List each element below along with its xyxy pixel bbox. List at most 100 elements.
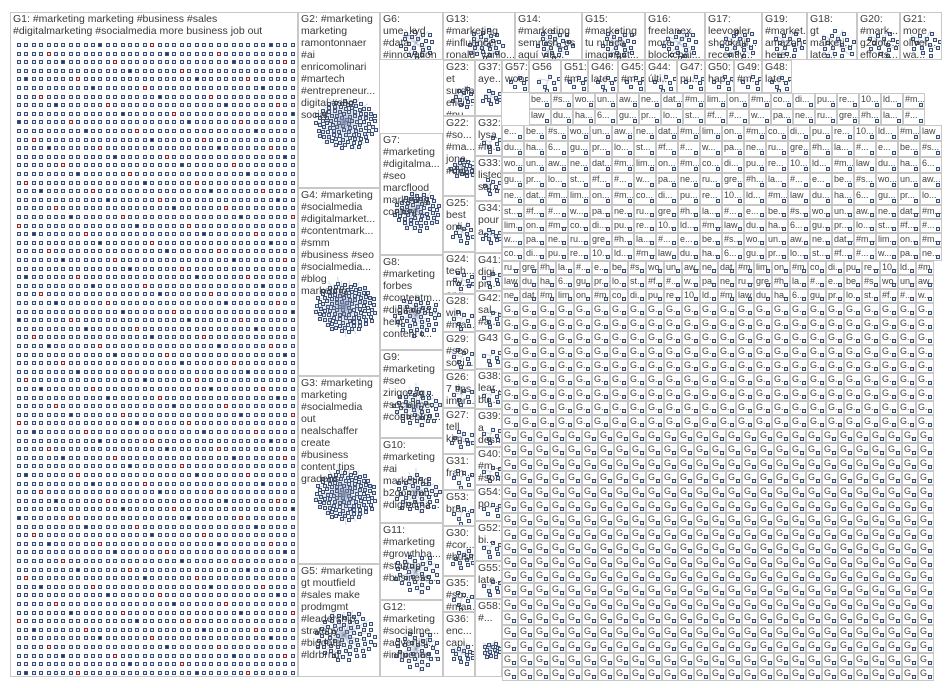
group-g17[interactable]: G17: leevogler shockajil... recently... — [705, 12, 762, 60]
small-group[interactable]: #m... — [612, 189, 634, 205]
small-group[interactable]: un... — [898, 173, 920, 189]
small-group[interactable]: dat... — [590, 157, 612, 173]
group-g58[interactable]: G58: #... — [475, 599, 502, 677]
small-group[interactable]: gu... — [568, 141, 590, 157]
small-group[interactable]: dat... — [524, 189, 546, 205]
small-group[interactable]: ne... — [612, 205, 634, 219]
small-group[interactable]: w... — [749, 109, 771, 125]
small-group[interactable]: gu... — [876, 189, 898, 205]
small-group[interactable]: w... — [634, 173, 656, 189]
small-group[interactable]: #m... — [678, 125, 700, 141]
small-group[interactable]: ne... — [568, 157, 590, 173]
small-group[interactable]: gre... — [788, 141, 810, 157]
group-g13[interactable]: G13: #marketing #influencer ronald_vanlo… — [443, 12, 515, 60]
small-group[interactable]: st... — [634, 141, 656, 157]
small-group[interactable]: 6... — [920, 157, 942, 173]
small-group[interactable]: #s... — [551, 93, 573, 109]
small-group[interactable]: ha... — [832, 189, 854, 205]
group-g10[interactable]: G10: #marketing #ai marketing b2gommu...… — [380, 438, 443, 523]
group-g48[interactable]: G48: late... — [762, 60, 792, 93]
small-group[interactable]: un... — [590, 125, 612, 141]
small-group[interactable]: gu... — [617, 109, 639, 125]
group-g5[interactable]: G5: #marketing gt moutfield #sales make … — [298, 564, 380, 677]
group-g49[interactable]: G49: #m... — [734, 60, 762, 93]
small-group[interactable]: la... — [766, 173, 788, 189]
small-group[interactable]: aw... — [920, 173, 942, 189]
small-group[interactable]: co... — [634, 189, 656, 205]
group-g27[interactable]: G27: tell kim... — [443, 408, 475, 454]
small-group[interactable]: #m... — [683, 93, 705, 109]
small-group[interactable]: be... — [832, 173, 854, 189]
small-group[interactable]: co... — [771, 93, 793, 109]
small-group[interactable]: ha... — [524, 141, 546, 157]
small-group[interactable]: un... — [595, 93, 617, 109]
small-group[interactable]: on... — [727, 93, 749, 109]
group-g12[interactable]: G12: #marketing #socialme... #advertisi.… — [380, 600, 443, 677]
small-group[interactable]: lim... — [705, 93, 727, 109]
small-group[interactable]: du... — [502, 141, 524, 157]
group-g15[interactable]: G15: #marketing tu nunca imaginast... — [582, 12, 645, 60]
small-group[interactable]: wo... — [876, 173, 898, 189]
small-group[interactable]: re... — [700, 189, 722, 205]
group-g53[interactable]: G53: bra... — [443, 490, 475, 526]
small-group[interactable]: ld... — [744, 189, 766, 205]
group-g41[interactable]: G41: digi... pr... — [475, 253, 502, 291]
group-g23[interactable]: G23: et surdia efici... #pu... — [443, 60, 475, 116]
group-g55[interactable]: G55: late... — [475, 561, 502, 599]
small-group[interactable]: dat... — [661, 93, 683, 109]
group-g43[interactable]: G43 — [475, 331, 502, 369]
group-g56[interactable]: G56 — [529, 60, 561, 93]
small-group[interactable]: #s... — [854, 173, 876, 189]
small-group[interactable]: #... — [727, 109, 749, 125]
small-group[interactable]: w... — [700, 141, 722, 157]
small-group[interactable]: lo... — [612, 141, 634, 157]
small-group[interactable]: re... — [832, 125, 854, 141]
small-group[interactable]: pr... — [590, 141, 612, 157]
small-group[interactable]: ne... — [793, 109, 815, 125]
small-group[interactable]: pu... — [810, 125, 832, 141]
small-group[interactable]: pa... — [590, 205, 612, 219]
group-g57[interactable]: G57: woo... — [502, 60, 529, 93]
small-group[interactable]: lo... — [661, 109, 683, 125]
small-group[interactable]: du... — [876, 157, 898, 173]
small-group[interactable]: dat... — [656, 125, 678, 141]
small-group[interactable]: 10... — [722, 189, 744, 205]
small-group[interactable]: pu... — [815, 93, 837, 109]
small-group[interactable]: gre... — [837, 109, 859, 125]
small-group[interactable]: di... — [788, 125, 810, 141]
small-group[interactable]: ne... — [639, 93, 661, 109]
small-group[interactable]: pa... — [656, 173, 678, 189]
small-group[interactable]: wo... — [502, 157, 524, 173]
small-group[interactable]: lim... — [634, 157, 656, 173]
group-g30[interactable]: G30: #cor... #business... — [443, 526, 475, 576]
group-g33[interactable]: G33: listed sat... — [475, 156, 502, 201]
small-group[interactable]: ha... — [898, 157, 920, 173]
small-group[interactable]: #... — [854, 141, 876, 157]
small-group[interactable]: re... — [837, 93, 859, 109]
small-group[interactable]: on... — [656, 157, 678, 173]
group-g47[interactable]: G47: pu... — [677, 60, 705, 93]
small-group[interactable]: du... — [810, 189, 832, 205]
group-g22[interactable]: G22: #so... #ma... jona... #dig... — [443, 116, 475, 196]
small-group[interactable]: 6... — [595, 109, 617, 125]
small-group[interactable]: #s... — [920, 141, 942, 157]
group-g31[interactable]: G31: fran... — [443, 454, 475, 490]
small-group[interactable]: #m... — [898, 125, 920, 141]
small-group[interactable]: on... — [590, 189, 612, 205]
small-group[interactable]: ru... — [766, 141, 788, 157]
small-group[interactable]: ld... — [810, 157, 832, 173]
group-g25[interactable]: G25: best onli... — [443, 196, 475, 252]
small-group[interactable]: ld... — [881, 93, 903, 109]
small-group[interactable]: be... — [898, 141, 920, 157]
small-group[interactable]: aw... — [612, 125, 634, 141]
group-g8[interactable]: G8: #marketing forbes #contentm... #digi… — [380, 255, 443, 350]
small-group[interactable]: #f... — [524, 205, 546, 219]
small-group[interactable]: un... — [524, 157, 546, 173]
group-g2[interactable]: G2: #marketing marketing ramontonnaer #a… — [298, 12, 380, 188]
small-group[interactable]: ne... — [634, 125, 656, 141]
small-group[interactable]: #... — [678, 141, 700, 157]
group-g11[interactable]: G11: #marketing #growthha... #startup #b… — [380, 523, 443, 600]
small-group[interactable]: #m... — [546, 189, 568, 205]
small-group[interactable]: law — [788, 189, 810, 205]
small-group[interactable]: w... — [568, 205, 590, 219]
